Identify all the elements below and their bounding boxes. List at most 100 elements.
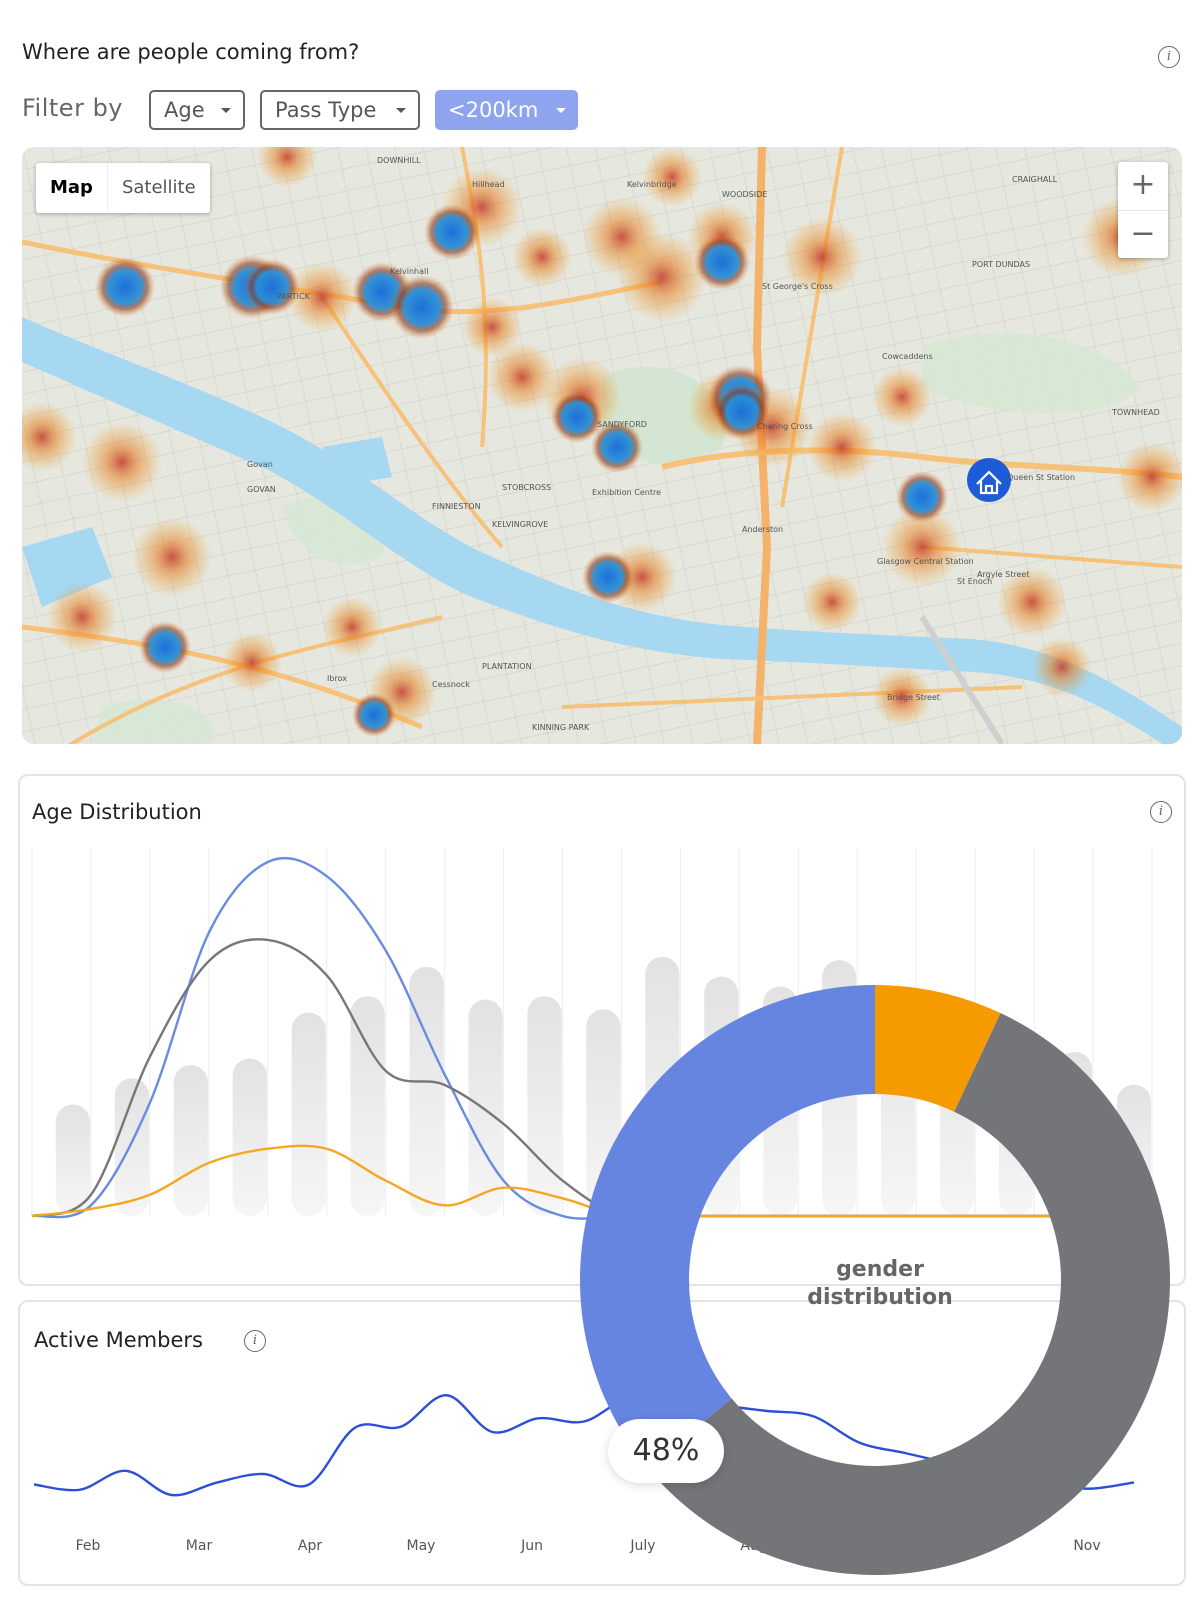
- map-type-satellite-button[interactable]: Satellite: [106, 163, 210, 213]
- zoom-control: + −: [1118, 162, 1168, 258]
- heat-spot: [47, 582, 117, 652]
- heat-hotspot: [714, 384, 770, 440]
- info-icon[interactable]: i: [1150, 801, 1172, 823]
- gender-slice[interactable]: [580, 985, 875, 1469]
- gender-slice[interactable]: [647, 1013, 1170, 1575]
- map-place-label: Anderston: [742, 525, 783, 534]
- age-bar: [173, 1065, 208, 1216]
- map-place-label: KELVINGROVE: [492, 520, 548, 529]
- map-canvas[interactable]: DOWNHILL PARTICK Kelvinhall KELVINGROVE St G…: [22, 147, 1182, 744]
- zoom-in-button[interactable]: +: [1118, 162, 1168, 211]
- heatmap-map[interactable]: DOWNHILL PARTICK Kelvinhall KELVINGROVE St G…: [22, 147, 1182, 744]
- age-bar: [291, 1012, 326, 1216]
- heat-spot: [997, 567, 1067, 637]
- age-filter-label: Age: [164, 98, 205, 122]
- heat-spot: [322, 597, 382, 657]
- month-tick-label: Jun: [521, 1538, 543, 1554]
- map-place-label: Charing Cross: [757, 422, 813, 431]
- month-tick-label: Feb: [75, 1538, 101, 1554]
- map-place-label: TOWNHEAD: [1111, 408, 1160, 417]
- heat-spot: [257, 147, 317, 187]
- heat-hotspot: [139, 621, 191, 673]
- pass-type-filter-label: Pass Type: [275, 98, 377, 122]
- map-place-label: PORT DUNDAS: [972, 260, 1030, 269]
- heat-hotspot: [896, 471, 948, 523]
- heat-spot: [22, 402, 77, 472]
- map-place-label: CRAIGHALL: [1012, 175, 1058, 184]
- pass-type-filter-dropdown[interactable]: Pass Type: [260, 90, 420, 130]
- map-place-label: Hillhead: [472, 180, 505, 189]
- heat-hotspot: [244, 259, 300, 315]
- heat-spot: [802, 572, 862, 632]
- map-place-label: Govan: [247, 460, 273, 469]
- info-icon[interactable]: i: [1158, 46, 1180, 68]
- map-place-label: Bridge Street: [887, 693, 940, 702]
- map-place-label: GOVAN: [247, 485, 276, 494]
- heat-hotspot: [694, 234, 750, 290]
- page-title: Where are people coming from?: [22, 40, 360, 64]
- map-place-label: Cessnock: [432, 680, 470, 689]
- map-type-control: Map Satellite: [36, 163, 210, 213]
- heat-spot: [642, 147, 702, 207]
- heat-spot: [872, 667, 932, 727]
- gender-slice[interactable]: [875, 985, 1001, 1112]
- age-bar: [232, 1058, 267, 1216]
- month-tick-label: May: [406, 1538, 436, 1554]
- filter-label: Filter by: [22, 94, 124, 122]
- distance-filter-label: <200km: [448, 98, 539, 122]
- heat-hotspot: [582, 551, 634, 603]
- map-place-label: Ibrox: [327, 674, 347, 683]
- heat-spot: [512, 227, 572, 287]
- age-bar: [468, 999, 503, 1216]
- map-type-map-button[interactable]: Map: [50, 177, 93, 198]
- heat-hotspot: [424, 204, 480, 260]
- heat-hotspot: [390, 275, 454, 339]
- heat-hotspot: [591, 421, 643, 473]
- heat-spot: [1032, 637, 1092, 697]
- month-tick-label: Mar: [185, 1538, 213, 1554]
- map-place-label: Exhibition Centre: [592, 488, 661, 497]
- gender-label-line1: gender: [836, 1257, 924, 1282]
- age-bar: [350, 996, 385, 1216]
- heat-spot: [1117, 442, 1182, 512]
- caret-down-icon: [556, 107, 566, 113]
- age-filter-dropdown[interactable]: Age: [149, 90, 245, 130]
- map-place-label: Queen St Station: [1007, 473, 1075, 482]
- age-bar: [55, 1104, 90, 1216]
- map-place-label: Kelvinbridge: [627, 180, 677, 189]
- map-place-label: FINNIESTON: [432, 502, 481, 511]
- map-place-label: KINNING PARK: [532, 723, 590, 732]
- gender-label-line2: distribution: [807, 1285, 953, 1310]
- heat-spot: [487, 342, 557, 412]
- heat-spot: [132, 517, 212, 597]
- map-place-label: STOBCROSS: [502, 483, 551, 492]
- heat-spot: [617, 232, 707, 322]
- heat-spot: [782, 217, 862, 297]
- age-series-line: [31, 1144, 1094, 1219]
- percentage-tooltip: 48%: [608, 1419, 724, 1483]
- heat-spot: [82, 422, 162, 502]
- age-bar: [409, 966, 444, 1216]
- info-icon[interactable]: i: [244, 1330, 266, 1352]
- zoom-out-button[interactable]: −: [1130, 216, 1156, 251]
- active-members-title: Active Members: [34, 1328, 203, 1352]
- distance-filter-dropdown[interactable]: <200km: [435, 90, 578, 130]
- age-distribution-title: Age Distribution: [32, 800, 202, 824]
- heat-spot: [807, 412, 877, 482]
- age-bar: [527, 996, 562, 1216]
- map-place-label: St George's Cross: [762, 282, 833, 291]
- map-place-label: Cowcaddens: [882, 352, 933, 361]
- map-place-label: WOODSIDE: [722, 190, 767, 199]
- heat-spot: [872, 367, 932, 427]
- map-place-label: St Enoch: [957, 577, 992, 586]
- heat-hotspot: [352, 693, 396, 737]
- caret-down-icon: [396, 107, 406, 113]
- gender-distribution-donut[interactable]: [570, 975, 1180, 1585]
- map-place-label: Kelvinhall: [390, 267, 428, 276]
- caret-down-icon: [221, 107, 231, 113]
- map-place-label: SANDYFORD: [597, 420, 647, 429]
- gender-distribution-label: gender distribution: [740, 1256, 1020, 1312]
- heat-hotspot: [95, 257, 155, 317]
- month-tick-label: Nov: [1073, 1538, 1101, 1554]
- map-place-label: PLANTATION: [482, 662, 532, 671]
